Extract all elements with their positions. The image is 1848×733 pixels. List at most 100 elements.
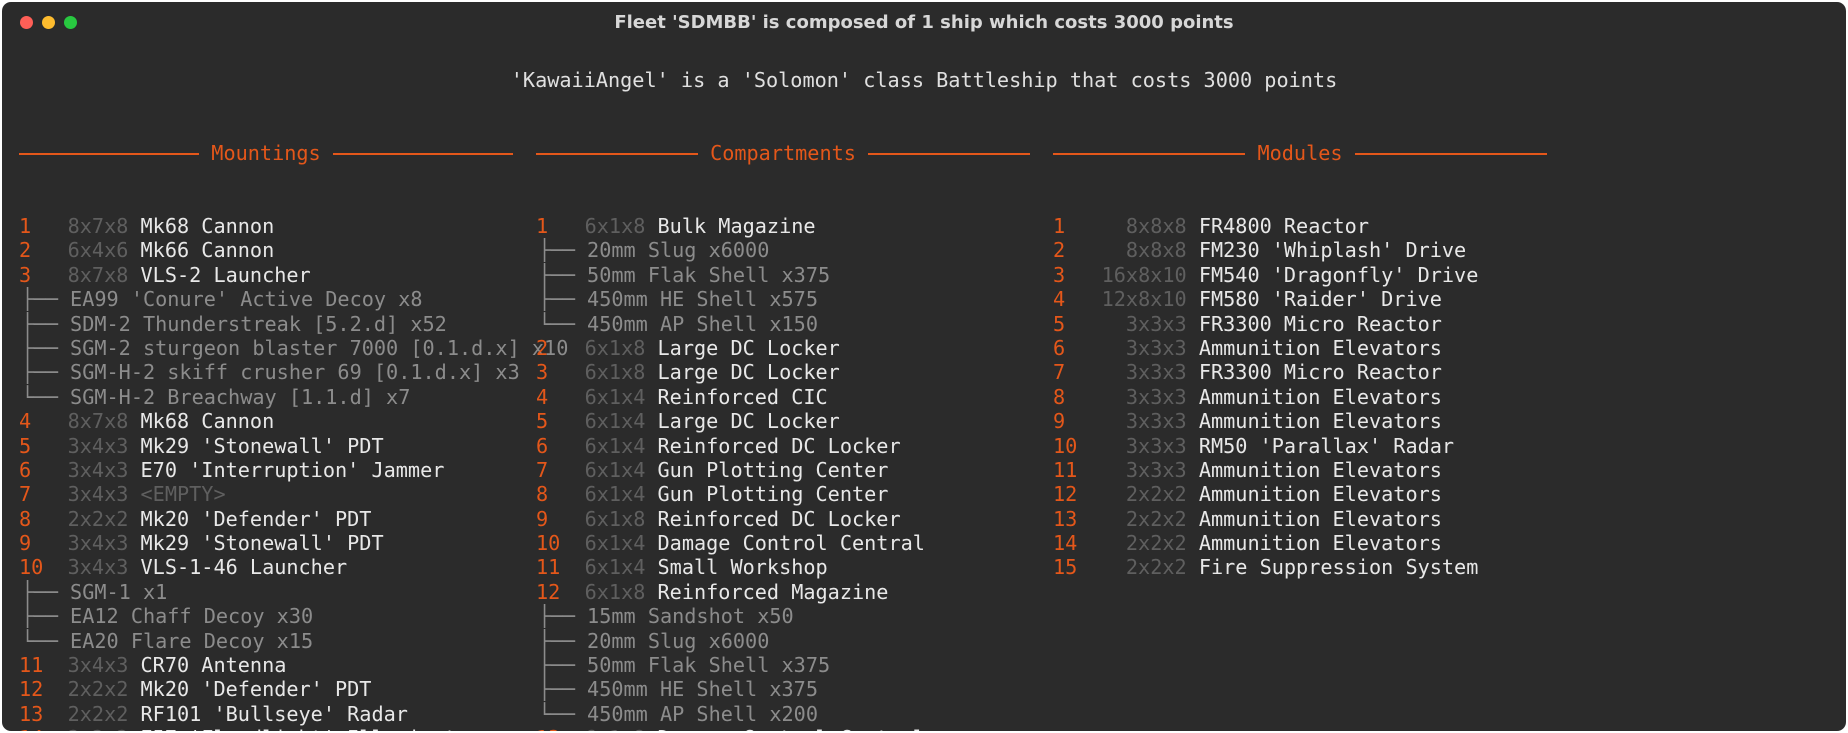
list-item: 5 3x3x3 FR3300 Micro Reactor xyxy=(1053,312,1547,336)
item-index: 6 xyxy=(1053,335,1066,360)
item-name: Large DC Locker xyxy=(657,360,840,385)
item-index: 2 xyxy=(536,335,549,360)
item-name: Ammunition Elevators xyxy=(1198,384,1442,409)
list-item: 4 6x1x4 Reinforced CIC xyxy=(536,385,1030,409)
list-item: 4 12x8x10 FM580 'Raider' Drive xyxy=(1053,287,1547,311)
item-size: 3x4x3 xyxy=(67,555,129,580)
item-index: 14 xyxy=(19,726,68,731)
item-index: 11 xyxy=(536,555,561,580)
tree-branch: └── xyxy=(538,311,588,336)
sub-item-name: 20mm Slug x6000 xyxy=(587,238,770,263)
close-button[interactable] xyxy=(20,16,33,29)
tree-branch: ├── xyxy=(21,311,71,336)
item-name: Ammunition Elevators xyxy=(1198,457,1442,482)
list-item: 12 2x2x2 Mk20 'Defender' PDT xyxy=(19,677,513,701)
sub-item-name: 50mm Flak Shell x375 xyxy=(587,653,831,678)
modules-header: Modules xyxy=(1053,140,1547,165)
item-index: 8 xyxy=(19,506,32,531)
item-name: FM580 'Raider' Drive xyxy=(1198,287,1442,312)
list-item: 11 6x1x4 Small Workshop xyxy=(536,555,1030,579)
sub-item: └── 450mm AP Shell x200 xyxy=(536,702,1030,726)
item-index: 14 xyxy=(1053,531,1078,556)
ship-summary: 'KawaiiAngel' is a 'Solomon' class Battl… xyxy=(510,68,1338,92)
item-size: 6x1x4 xyxy=(584,433,646,458)
sub-item-name: SGM-H-2 skiff crusher 69 [0.1.d.x] x3 xyxy=(70,360,520,385)
item-size: 2x2x2 xyxy=(1125,531,1187,556)
list-item: 3 8x7x8 VLS-2 Launcher xyxy=(19,263,513,287)
item-name: CR70 Antenna xyxy=(140,653,287,678)
list-item: 10 3x4x3 VLS-1-46 Launcher xyxy=(19,555,513,579)
item-name: Large DC Locker xyxy=(657,409,840,434)
list-item: 3 6x1x8 Large DC Locker xyxy=(536,360,1030,384)
tree-branch: ├── xyxy=(21,579,71,604)
mountings-title: Mountings xyxy=(199,140,333,165)
tree-branch: ├── xyxy=(538,238,588,263)
mountings-header: Mountings xyxy=(19,140,513,165)
compartments-list: 1 6x1x8 Bulk Magazine ├── 20mm Slug x6000 ├… xyxy=(536,214,1030,731)
list-item: 1 8x7x8 Mk68 Cannon xyxy=(19,214,513,238)
item-index: 11 xyxy=(19,653,44,678)
sub-item-name: 450mm HE Shell x575 xyxy=(587,287,818,312)
tree-branch: └── xyxy=(21,384,71,409)
item-index: 10 xyxy=(1053,433,1078,458)
item-size: 8x7x8 xyxy=(67,214,129,239)
list-item: 2 6x4x6 Mk66 Cannon xyxy=(19,238,513,262)
list-item: 8 3x3x3 Ammunition Elevators xyxy=(1053,385,1547,409)
item-index: 7 xyxy=(536,457,549,482)
list-item: 6 3x4x3 E70 'Interruption' Jammer xyxy=(19,458,513,482)
item-size: 6x1x4 xyxy=(584,457,646,482)
tree-branch: ├── xyxy=(21,360,71,385)
item-size: 2x2x2 xyxy=(1125,555,1187,580)
item-index: 13 xyxy=(536,726,585,731)
item-size: 8x8x8 xyxy=(1125,214,1187,239)
item-index: 11 xyxy=(1053,457,1078,482)
tree-branch: ├── xyxy=(538,628,588,653)
sub-item: ├── EA99 'Conure' Active Decoy x8 xyxy=(19,287,513,311)
sub-item: ├── 20mm Slug x6000 xyxy=(536,629,1030,653)
item-index: 8 xyxy=(1053,384,1066,409)
item-size: 6x1x4 xyxy=(584,555,646,580)
list-item: 2 6x1x8 Large DC Locker xyxy=(536,336,1030,360)
item-name: VLS-2 Launcher xyxy=(140,262,311,287)
sub-item: ├── 450mm HE Shell x375 xyxy=(536,677,1030,701)
compartments-title: Compartments xyxy=(698,140,868,165)
sub-item: ├── 15mm Sandshot x50 xyxy=(536,604,1030,628)
item-name: FR3300 Micro Reactor xyxy=(1198,360,1442,385)
sub-item: ├── 50mm Flak Shell x375 xyxy=(536,263,1030,287)
item-size: 3x3x3 xyxy=(1125,457,1187,482)
window-title: Fleet 'SDMBB' is composed of 1 ship whic… xyxy=(614,12,1234,33)
item-size: 3x3x3 xyxy=(1125,384,1187,409)
list-item: 6 3x3x3 Ammunition Elevators xyxy=(1053,336,1547,360)
item-index: 7 xyxy=(19,482,32,507)
compartments-header: Compartments xyxy=(536,140,1030,165)
item-size: 6x1x4 xyxy=(584,409,646,434)
tree-branch: ├── xyxy=(538,653,588,678)
item-name: Mk20 'Defender' PDT xyxy=(140,506,372,531)
item-name: Reinforced DC Locker xyxy=(657,433,901,458)
item-index: 3 xyxy=(19,262,32,287)
item-name: Mk29 'Stonewall' PDT xyxy=(140,433,384,458)
item-index: 9 xyxy=(1053,409,1066,434)
list-item: 10 3x3x3 RM50 'Parallax' Radar xyxy=(1053,434,1547,458)
item-name: FR3300 Micro Reactor xyxy=(1198,311,1442,336)
maximize-button[interactable] xyxy=(64,16,77,29)
list-item: 5 3x4x3 Mk29 'Stonewall' PDT xyxy=(19,434,513,458)
list-item: 1 6x1x8 Bulk Magazine xyxy=(536,214,1030,238)
item-size: 8x8x8 xyxy=(1125,238,1187,263)
list-item: 9 6x1x8 Reinforced DC Locker xyxy=(536,507,1030,531)
item-name: Mk20 'Defender' PDT xyxy=(140,677,372,702)
list-item: 1 8x8x8 FR4800 Reactor xyxy=(1053,214,1547,238)
item-name: Ammunition Elevators xyxy=(1198,482,1442,507)
item-size: 8x7x8 xyxy=(67,262,129,287)
sub-item: └── EA20 Flare Decoy x15 xyxy=(19,629,513,653)
item-size: 6x1x8 xyxy=(584,214,646,239)
sub-item: ├── 50mm Flak Shell x375 xyxy=(536,653,1030,677)
item-name: Mk68 Cannon xyxy=(140,409,275,434)
minimize-button[interactable] xyxy=(42,16,55,29)
item-index: 6 xyxy=(536,433,549,458)
item-size: 6x1x4 xyxy=(584,531,646,556)
item-size: 2x2x2 xyxy=(68,726,129,731)
list-item: 11 3x4x3 CR70 Antenna xyxy=(19,653,513,677)
item-name: FM230 'Whiplash' Drive xyxy=(1198,238,1467,263)
